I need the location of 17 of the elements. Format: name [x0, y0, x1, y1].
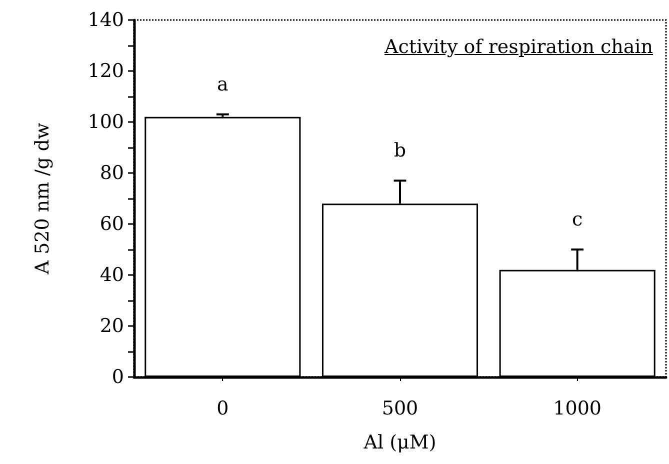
- y-tick-label: 120: [88, 60, 124, 82]
- y-axis-title: A 520 nm /g dw: [32, 122, 54, 276]
- x-tick-label: 1000: [553, 398, 602, 420]
- y-tick-label: 0: [112, 366, 124, 388]
- y-tick-label: 80: [100, 162, 124, 184]
- x-axis-title: Al (μM): [362, 432, 436, 454]
- annotation: c: [572, 208, 583, 230]
- y-tick-label: 40: [100, 264, 124, 286]
- annotation: a: [217, 73, 228, 96]
- y-tick-label: 60: [100, 213, 124, 235]
- annotation: b: [394, 140, 406, 162]
- x-tick-label: 0: [216, 398, 229, 420]
- y-tick-label: 100: [88, 111, 124, 133]
- text: Activity of respiration chain: [384, 36, 653, 58]
- x-tick-label: 500: [382, 398, 418, 420]
- y-tick-label: 140: [88, 9, 124, 31]
- y-tick-label: 20: [100, 315, 124, 337]
